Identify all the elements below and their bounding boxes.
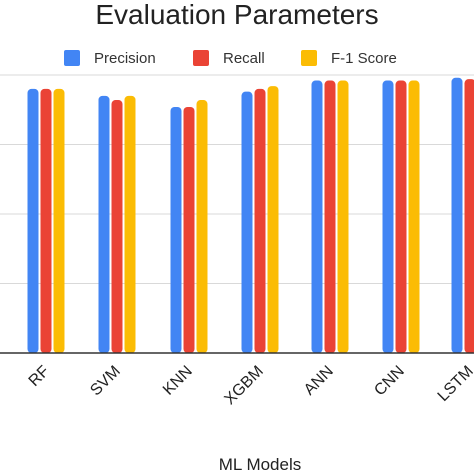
chart-title: Evaluation Parameters [95,0,378,30]
bar-svm-f-1-score [124,95,136,353]
legend-item: F-1 Score [301,50,397,67]
bar-ann-recall [324,80,336,353]
x-tick-label: LSTM [435,363,474,405]
bar-knn-f-1-score [196,100,208,354]
bar-rf-precision [27,88,39,354]
bar-xgbm-precision [241,91,253,354]
bars [27,77,474,354]
x-axis-title: ML Models [219,455,302,474]
bar-knn-recall [183,106,195,353]
legend-label: Recall [223,50,265,67]
bar-svm-precision [98,95,110,353]
bar-cnn-f-1-score [408,80,420,353]
x-tick-label: KNN [160,363,196,399]
bar-ann-f-1-score [337,80,349,353]
legend: Precision Recall F-1 Score [64,50,397,67]
bar-lstm-precision [451,77,463,353]
x-tick-label: CNN [371,363,408,400]
bar-xgbm-f-1-score [267,86,279,354]
x-tick-label: ANN [301,363,337,399]
bar-rf-f-1-score [53,88,65,354]
x-tick-labels: RF SVM KNN XGBM ANN CNN LSTM [26,363,474,409]
grid [0,74,474,284]
legend-label: Precision [94,50,156,67]
legend-item: Precision [64,50,156,67]
bar-ann-precision [311,80,323,353]
bar-cnn-recall [395,80,407,353]
bar-knn-precision [170,106,182,353]
bar-lstm-recall [464,79,474,353]
x-tick-label: RF [26,363,53,390]
legend-item: Recall [193,50,265,67]
legend-label: F-1 Score [331,50,397,67]
legend-swatch [301,50,317,66]
bar-rf-recall [40,88,52,354]
x-tick-label: SVM [87,363,124,400]
bar-svm-recall [111,100,123,354]
bar-cnn-precision [382,80,394,353]
legend-swatch [64,50,80,66]
legend-swatch [193,50,209,66]
x-tick-label: XGBM [221,363,266,408]
bar-xgbm-recall [254,88,266,354]
